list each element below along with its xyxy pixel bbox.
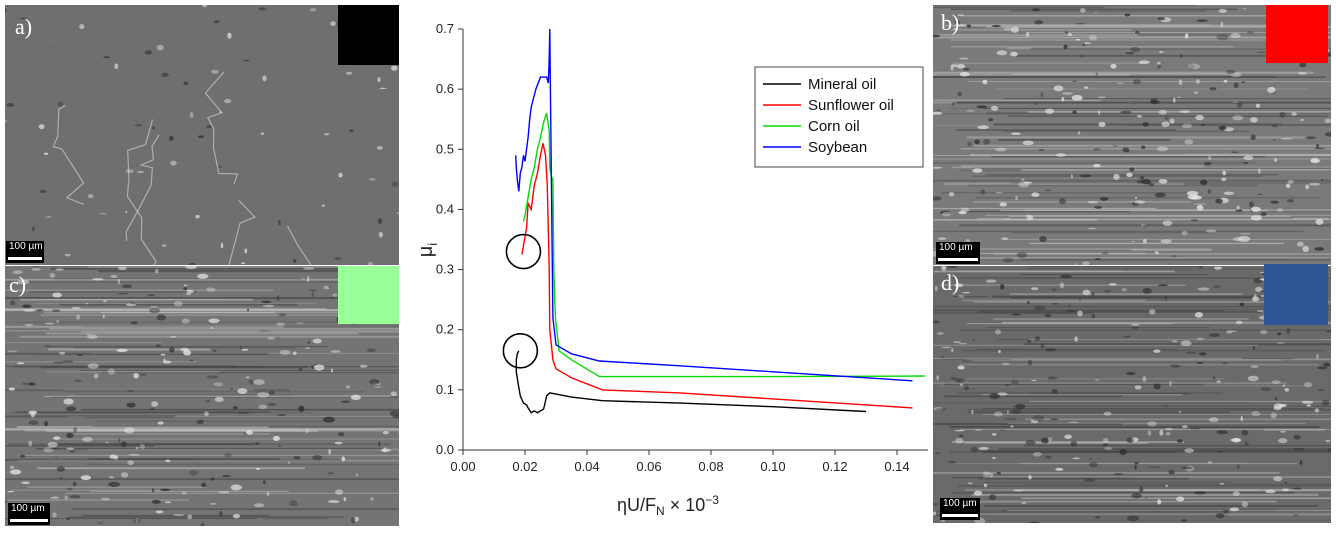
legend-label: Soybean <box>808 139 867 156</box>
x-tick-label: 0.04 <box>574 459 599 474</box>
series-line-mineral-oil <box>515 350 867 414</box>
x-axis-title: ηU/FN × 10−3 <box>617 493 719 518</box>
sem-image-a <box>5 5 399 265</box>
y-tick-label: 0.4 <box>436 201 454 216</box>
color-swatch-sunflower-oil <box>1266 5 1328 63</box>
sem-image-b <box>933 5 1331 265</box>
y-tick-label: 0.5 <box>436 141 454 156</box>
chart-annotations <box>502 233 542 369</box>
y-tick-label: 0.3 <box>436 262 454 277</box>
friction-chart: 0.00 0.02 0.04 0.06 0.08 0.10 0.12 0.14 0.0 0.1 0.… <box>400 0 935 533</box>
color-swatch-mineral-oil <box>338 5 399 65</box>
x-tick-label: 0.10 <box>760 459 785 474</box>
x-tick-label: 0.00 <box>450 459 475 474</box>
x-tick-label: 0.02 <box>512 459 537 474</box>
annotation-circle-mineral <box>502 332 539 369</box>
panel-label-a: a) <box>15 14 33 39</box>
series-line-corn-oil <box>522 112 925 378</box>
chart-svg: 0.00 0.02 0.04 0.06 0.08 0.10 0.12 0.14 0.0 0.1 0.… <box>415 21 928 518</box>
color-swatch-soybean <box>1264 264 1328 325</box>
x-tick-label: 0.12 <box>822 459 847 474</box>
color-swatch-corn-oil <box>338 266 399 324</box>
x-axis-title-main: ηU/F <box>617 495 656 515</box>
scale-bar-b-text: 100 µm <box>939 242 973 253</box>
x-tick-label: 0.08 <box>698 459 723 474</box>
panel-label-b: b) <box>941 10 960 35</box>
chart-legend: Mineral oil Sunflower oil Corn oil Soybean <box>754 66 924 168</box>
y-axis-title-sub: i <box>425 243 440 246</box>
x-axis-title-exp: −3 <box>705 493 719 507</box>
scale-bar-b: 100 µm <box>936 242 980 264</box>
y-axis-title-main: μ <box>415 246 437 258</box>
y-tick-label: 0.7 <box>436 21 454 36</box>
x-tick-label: 0.06 <box>636 459 661 474</box>
scale-bar-c: 100 µm <box>8 503 50 525</box>
scale-bar-d-text: 100 µm <box>943 498 977 509</box>
annotation-circle-sunflower <box>505 233 542 270</box>
panel-label-d: d) <box>941 270 960 295</box>
legend-label: Mineral oil <box>808 76 876 93</box>
chart-axes: 0.00 0.02 0.04 0.06 0.08 0.10 0.12 0.14 0.0 0.1 0.… <box>436 21 928 474</box>
scale-bar-c-text: 100 µm <box>11 503 45 514</box>
sem-image-c <box>5 266 399 526</box>
y-tick-label: 0.1 <box>436 382 454 397</box>
y-tick-label: 0.2 <box>436 322 454 337</box>
series-line-sunflower-oil <box>521 143 913 409</box>
scale-bar-d: 100 µm <box>940 498 980 520</box>
x-tick-label: 0.14 <box>884 459 909 474</box>
legend-label: Corn oil <box>808 118 860 135</box>
y-tick-label: 0.6 <box>436 81 454 96</box>
scale-bar-a: 100 µm <box>6 241 44 263</box>
scale-bar-a-text: 100 µm <box>9 241 43 252</box>
x-axis-title-tail: × 10 <box>665 495 706 515</box>
chart-series <box>515 28 925 414</box>
y-axis-title: μi <box>415 243 440 258</box>
series-line-soybean <box>515 28 913 382</box>
panel-label-c: c) <box>9 272 27 297</box>
y-tick-label: 0.0 <box>436 442 454 457</box>
x-axis-title-sub: N <box>656 504 665 518</box>
legend-label: Sunflower oil <box>808 97 894 114</box>
